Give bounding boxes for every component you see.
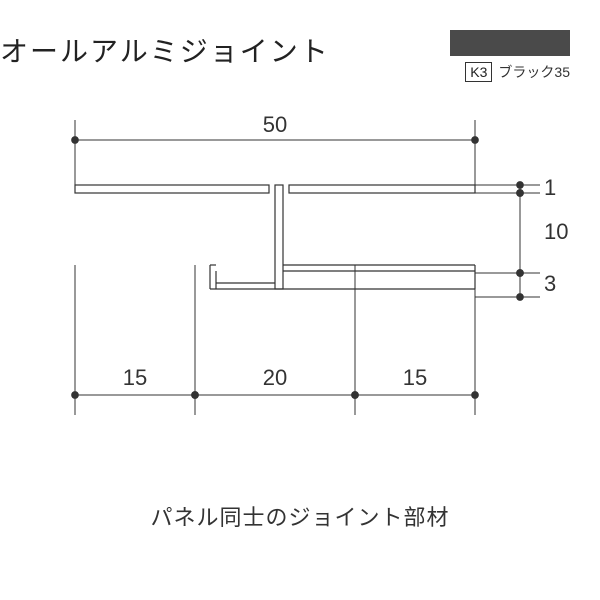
svg-text:10: 10 — [544, 219, 568, 244]
svg-text:1: 1 — [544, 175, 556, 200]
svg-text:50: 50 — [263, 112, 287, 137]
section-drawing: 50 15 20 15 1 10 3 — [30, 110, 570, 470]
swatch-label-row: K3 ブラック35 — [465, 62, 570, 82]
svg-text:20: 20 — [263, 365, 287, 390]
svg-text:15: 15 — [403, 365, 427, 390]
swatch-code: K3 — [465, 62, 492, 82]
swatch-name: ブラック35 — [498, 62, 570, 82]
caption: パネル同士のジョイント部材 — [0, 500, 600, 532]
color-swatch — [450, 30, 570, 56]
svg-text:3: 3 — [544, 271, 556, 296]
svg-text:15: 15 — [123, 365, 147, 390]
page-title: オールアルミジョイント — [0, 30, 330, 70]
